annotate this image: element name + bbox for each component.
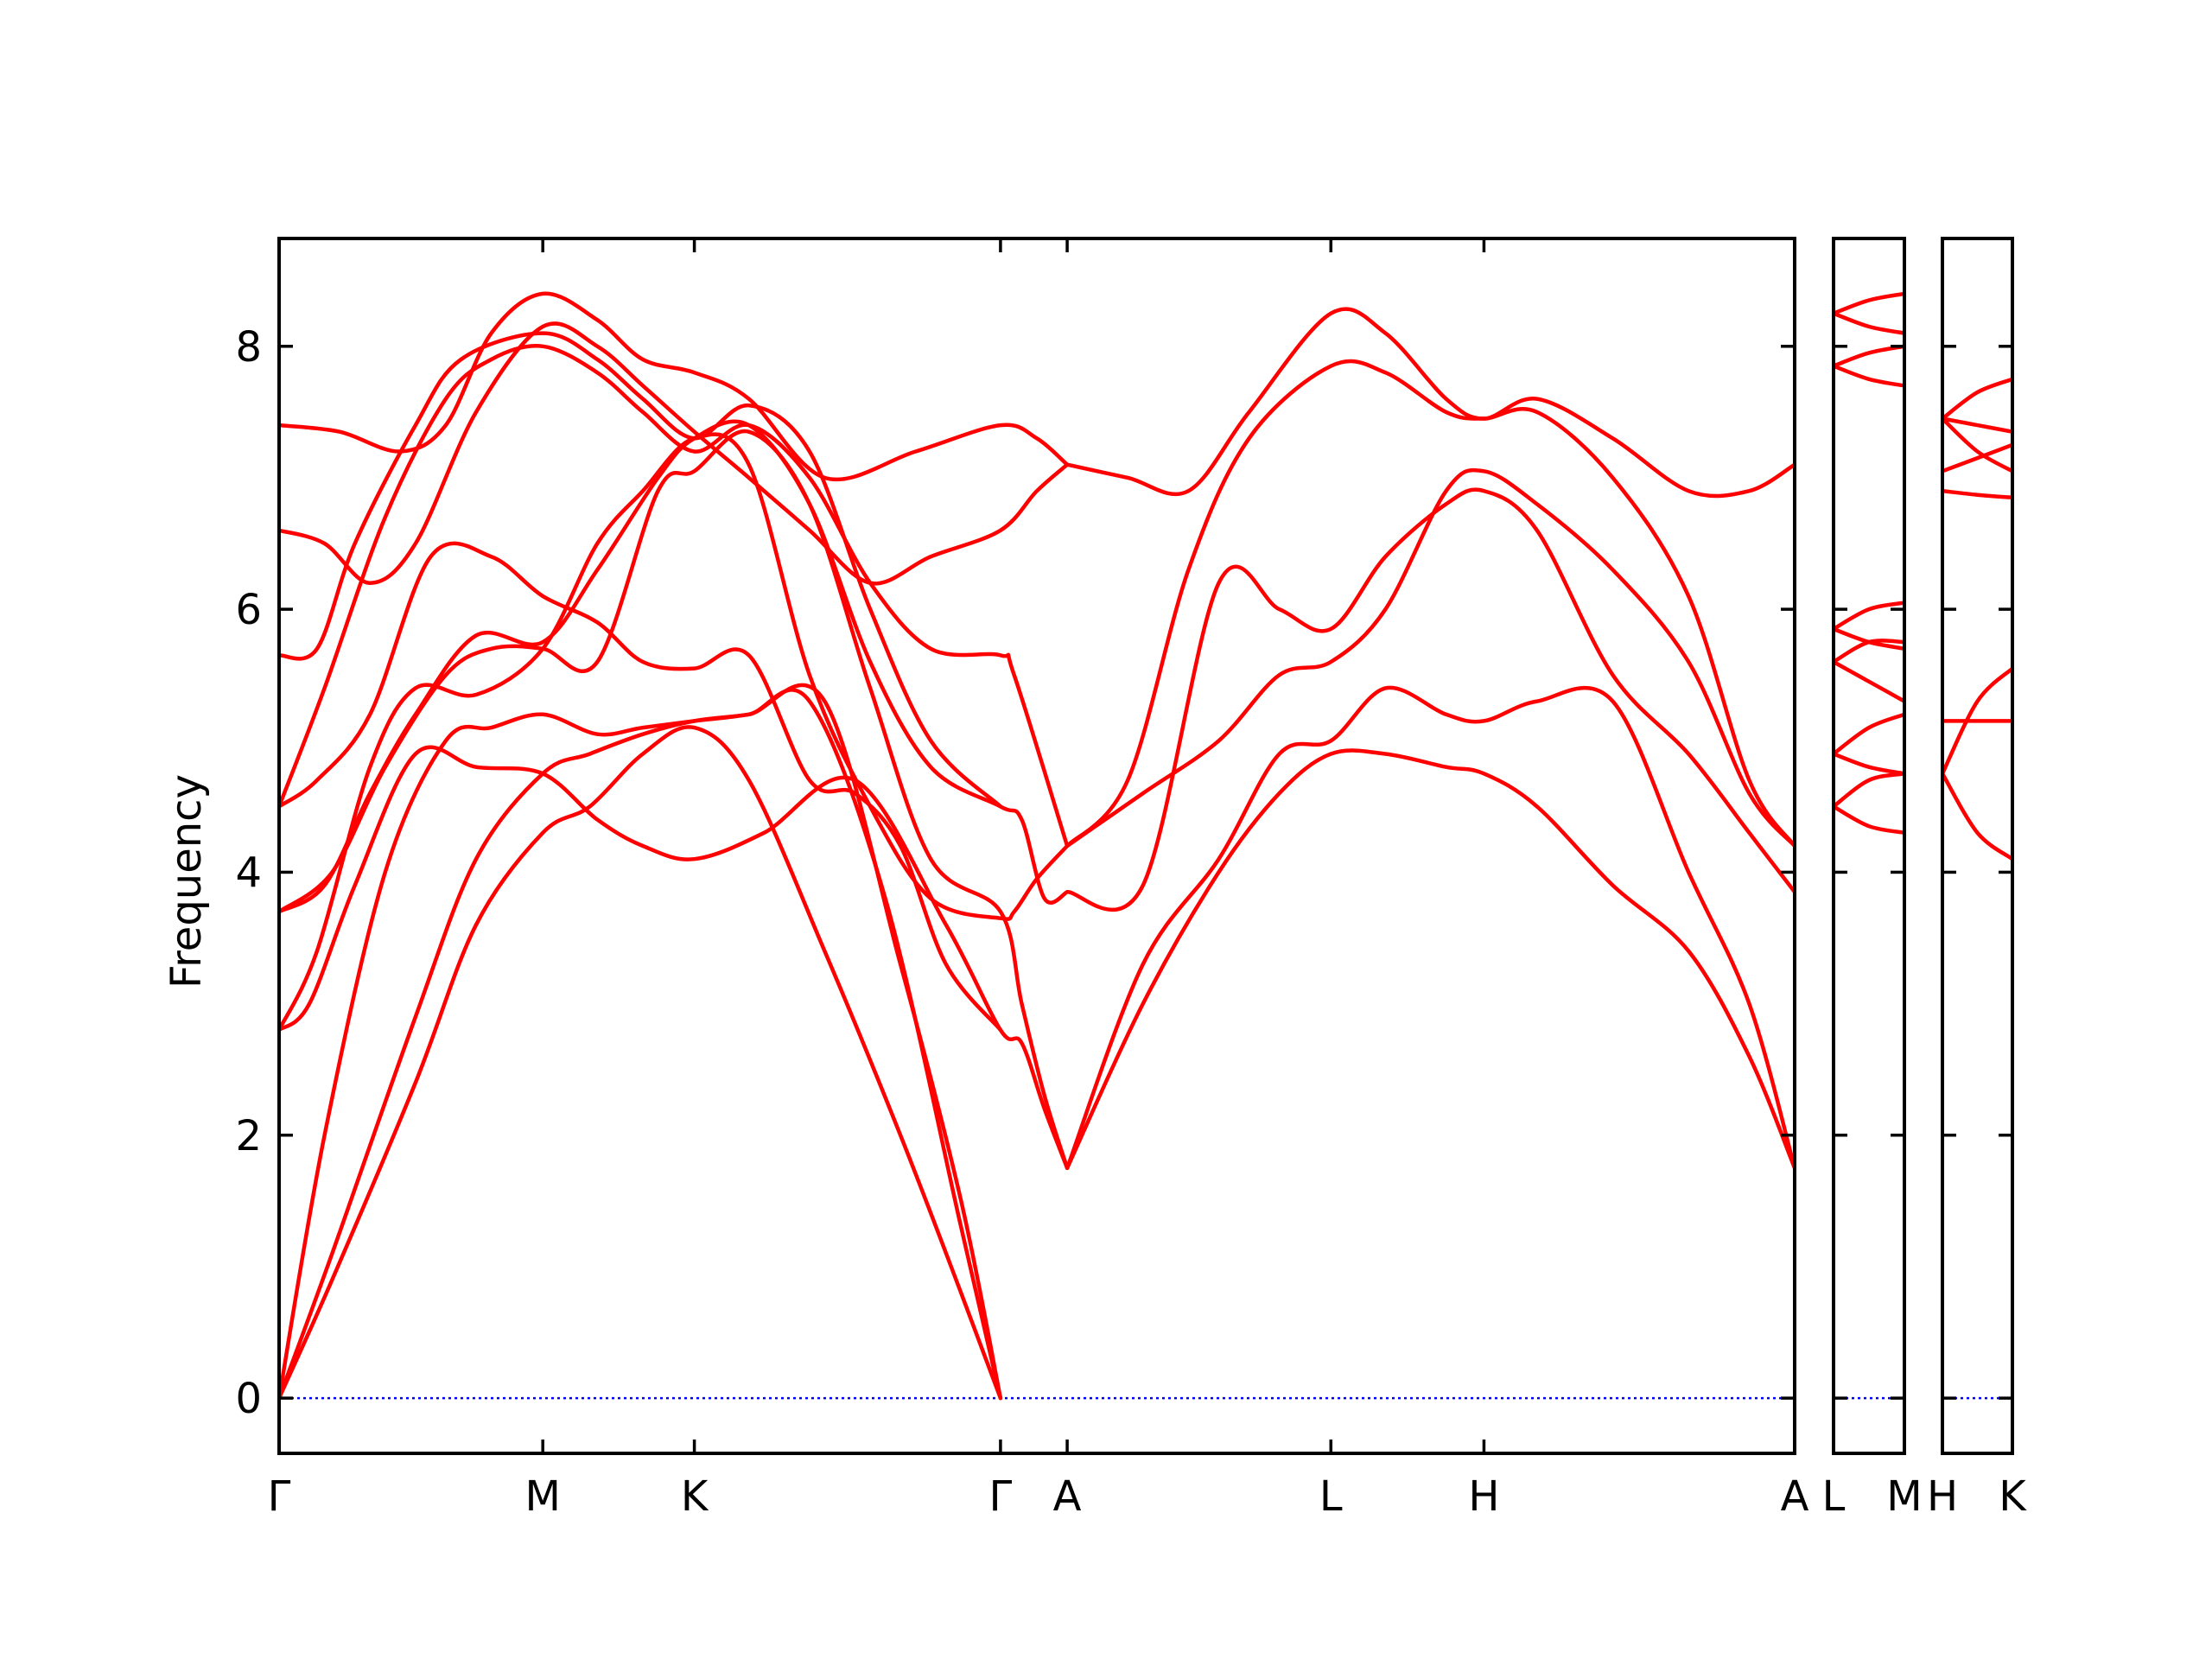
x-tick-label: K — [1999, 1472, 2027, 1521]
phonon-band-9 — [1834, 364, 1904, 388]
x-tick-label: Γ — [989, 1472, 1013, 1521]
phonon-band-6 — [1942, 416, 2012, 474]
x-tick-label: A — [1053, 1472, 1082, 1521]
x-tick-label: M — [524, 1472, 560, 1521]
x-tick-label: A — [1781, 1472, 1809, 1521]
phonon-band-18 — [1065, 307, 1795, 499]
phonon-band-7 — [1942, 416, 2012, 434]
phonon-band-12 — [1834, 291, 1904, 315]
phonon-band-14 — [1065, 685, 1795, 1171]
x-tick-label: H — [1468, 1472, 1499, 1521]
y-tick-label: 0 — [235, 1375, 262, 1423]
phonon-band-1 — [1834, 804, 1904, 836]
phonon-band-11 — [279, 321, 1070, 586]
phonon-band-10 — [279, 331, 1003, 809]
y-tick-label: 4 — [235, 849, 262, 897]
phonon-band-7 — [1834, 626, 1904, 652]
phonon-band-8 — [279, 541, 1003, 1033]
phonon-band-3 — [279, 688, 1003, 1401]
phonon-band-2 — [1942, 666, 2012, 776]
phonon-band-12 — [279, 291, 1070, 482]
phonon-band-5 — [1942, 442, 2012, 474]
band-group — [1834, 291, 1904, 836]
phonon-band-8 — [1834, 601, 1904, 632]
phonon-band-8 — [1942, 377, 2012, 421]
band-group — [279, 291, 1795, 1401]
x-tick-label: L — [1822, 1472, 1846, 1521]
phonon-band-15 — [1065, 487, 1795, 912]
phonon-band-13 — [1065, 748, 1795, 1171]
x-tick-label: M — [1886, 1472, 1922, 1521]
panel-frame — [1832, 237, 1906, 1455]
phonon-band-16 — [1065, 467, 1795, 849]
x-tick-label: Γ — [268, 1472, 291, 1521]
x-tick-label: K — [681, 1472, 709, 1521]
phonon-band-9 — [279, 344, 1070, 849]
y-tick-label: 6 — [235, 586, 262, 634]
phonon-band-3 — [1834, 752, 1904, 776]
x-tick-label: L — [1319, 1472, 1343, 1521]
x-tick-label: H — [1927, 1472, 1958, 1521]
y-tick-label: 2 — [235, 1112, 262, 1160]
phonon-band-7 — [279, 429, 1070, 1171]
panel-frame — [1941, 237, 2014, 1455]
phonon-band-10 — [1834, 344, 1904, 368]
phonon-band-2 — [279, 683, 1003, 1401]
phonon-band-1 — [1942, 772, 2012, 861]
y-axis-title: Frequency — [162, 774, 211, 988]
phonon-band-5 — [1834, 659, 1904, 703]
phonon-band-4 — [279, 745, 1070, 1171]
phonon-band-4 — [1942, 488, 2012, 500]
y-tick-label: 8 — [235, 323, 262, 372]
phonon-band-17 — [1065, 359, 1795, 849]
phonon-band-11 — [1834, 311, 1904, 335]
panel-frame — [277, 237, 1796, 1455]
band-group — [1942, 377, 2012, 861]
phonon-band-2 — [1834, 772, 1904, 809]
phonon-band-4 — [1834, 712, 1904, 756]
phonon-band-1 — [279, 725, 1003, 1401]
